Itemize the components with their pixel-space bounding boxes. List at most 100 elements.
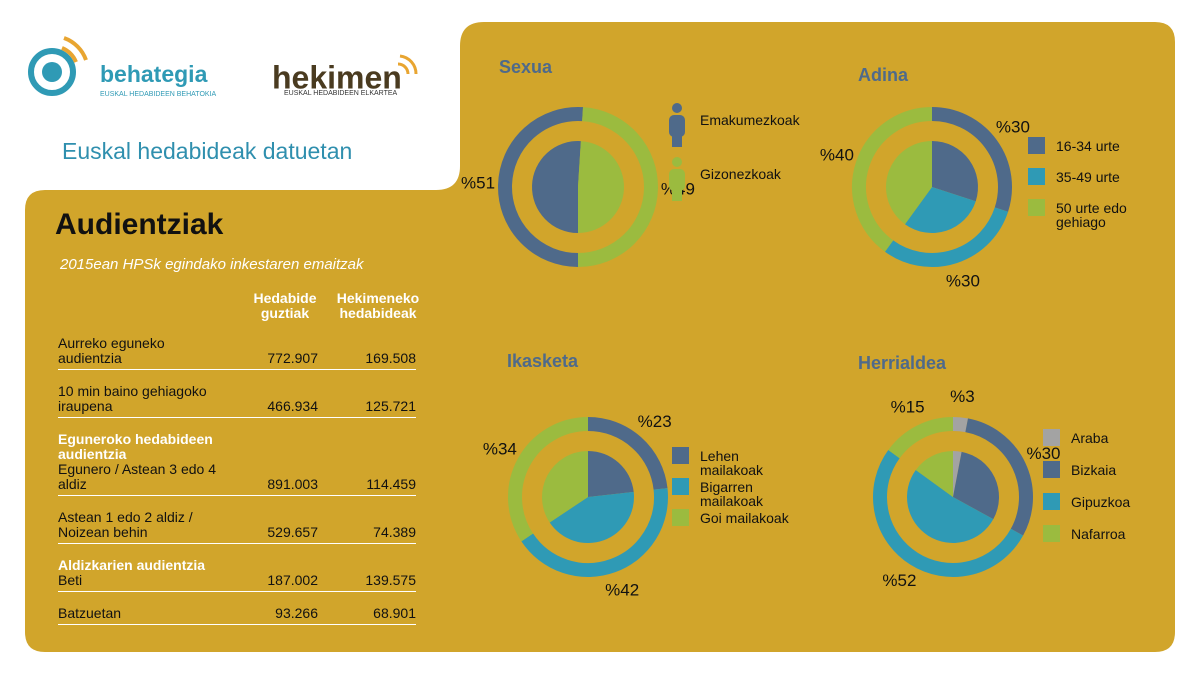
table-row: 10 min baino gehiagoko iraupena 466.934 12… (58, 380, 416, 418)
cell-value: 125.721 (365, 398, 416, 414)
ring-arc (587, 417, 668, 490)
cell-value: 93.266 (275, 605, 318, 621)
ring-arc (498, 107, 584, 267)
value-label: %15 (891, 397, 925, 416)
pie-slice (549, 491, 634, 544)
cell-value: 187.002 (267, 572, 318, 588)
value-label: %3 (950, 387, 975, 406)
chart-title: Sexua (499, 57, 553, 77)
value-label: %30 (1026, 444, 1060, 463)
table: Aurreko eguneko audientzia 772.907 169.508… (58, 332, 416, 635)
table-row: Astean 1 edo 2 aldiz / Noizean behin 529.… (58, 506, 416, 544)
cell-value: 74.389 (373, 524, 416, 540)
value-label: %51 (461, 173, 495, 192)
legend-label: Bizkaia (1071, 462, 1117, 478)
legend-icon (669, 157, 685, 201)
logo-waves (397, 54, 418, 75)
pie-slice (915, 451, 953, 497)
legend-swatch (1043, 429, 1060, 446)
legend-entry: Gipuzkoa (1043, 493, 1163, 510)
ring-arc (852, 107, 933, 252)
legend-label: Bigarren mailakoak (700, 479, 764, 509)
value-label: %42 (605, 580, 639, 599)
legend-entry: Bizkaia (1043, 461, 1163, 478)
icon-body (669, 115, 685, 137)
legend-label: Emakumezkoak (700, 112, 800, 128)
row-cell: 10 min baino gehiagoko iraupena (58, 384, 228, 414)
pie-slice (906, 469, 994, 544)
ring-arc (965, 418, 1033, 536)
chart-title: Ikasketa (507, 351, 579, 371)
legend-label: Gipuzkoa (1071, 494, 1131, 510)
row-group: Aldizkarien audientzia (58, 557, 206, 573)
value-label: %30 (946, 272, 980, 291)
logo-tagline: EUSKAL HEDABIDEEN ELKARTEA (284, 90, 398, 97)
cell-value: 169.508 (365, 350, 416, 366)
pie-slice (904, 187, 976, 234)
legend-swatch (1028, 199, 1045, 216)
row-label: Aurreko eguneko audientzia (58, 335, 165, 366)
legend-swatch (1028, 168, 1045, 185)
column-header: Hedabide guztiak (253, 290, 317, 321)
behategia-icon (28, 36, 88, 96)
legend-entry: Gizonezkoak (700, 167, 870, 181)
legend-label: 16-34 urte (1056, 138, 1120, 154)
ring-arc (521, 488, 668, 577)
pie-slice (578, 141, 624, 233)
legend-entry: Nafarroa (1043, 525, 1163, 542)
pie-slice (885, 141, 932, 225)
legend-entry: 16-34 urte (1028, 137, 1148, 154)
icon-legs (672, 135, 682, 147)
cell-value: 772.907 (267, 350, 318, 366)
ring-arc (888, 417, 954, 459)
chart-title: Adina (858, 65, 909, 85)
value-label: %34 (483, 439, 517, 458)
value-label: %40 (820, 146, 854, 165)
ring-arc (577, 107, 658, 267)
cell-value: 891.003 (267, 476, 318, 492)
icon-head (672, 157, 682, 167)
row-cell: Astean 1 edo 2 aldiz / Noizean behin (58, 510, 228, 540)
pie-slice (542, 451, 588, 523)
column-header: Hekimeneko hedabideak (336, 290, 420, 321)
page-title: Euskal hedabideak datuetan (62, 138, 352, 164)
legend-swatch (1043, 525, 1060, 542)
logo-name: behategia (100, 61, 208, 87)
pie-slice (531, 140, 581, 233)
legend-entry: Araba (1043, 429, 1163, 446)
table-row: Aurreko eguneko audientzia 772.907 169.508 (58, 332, 416, 370)
legend-swatch (672, 509, 689, 526)
pie-slice (588, 451, 634, 497)
logo-tagline: EUSKAL HEDABIDEEN BEHATOKIA (100, 91, 217, 98)
row-label: Astean 1 edo 2 aldiz / Noizean behin (58, 509, 193, 540)
legend-entry: 50 urte edo gehiago (1028, 199, 1148, 229)
table-row: Batzuetan 93.266 68.901 (58, 602, 416, 625)
legend-swatch (1043, 461, 1060, 478)
legend-label: Araba (1071, 430, 1109, 446)
legend-label: Gizonezkoak (700, 166, 781, 182)
row-cell: Aurreko eguneko audientzia (58, 336, 228, 366)
cell-value: 466.934 (267, 398, 318, 414)
value-label: %30 (996, 118, 1030, 137)
logo-name: hekimen (272, 59, 402, 95)
ring-arc (931, 107, 1012, 212)
legend-label: 50 urte edo gehiago (1056, 200, 1127, 230)
row-label: Batzuetan (58, 605, 122, 621)
chart-title: Herrialdea (858, 353, 947, 373)
icon-head (672, 103, 682, 113)
legend-swatch (672, 478, 689, 495)
pie-slice (953, 451, 1000, 520)
legend-swatch (1028, 137, 1045, 154)
ring-arc (508, 417, 589, 542)
icon-legs (672, 189, 682, 201)
legend-entry: Emakumezkoak (700, 113, 870, 127)
section-subtitle: 2015ean HPSk egindako inkestaren emaitza… (59, 256, 365, 273)
legend-label: 35-49 urte (1056, 169, 1120, 185)
legend-swatch (672, 447, 689, 464)
row-cell: Eguneroko hedabideen audientzia Egunero /… (58, 432, 228, 492)
legend-entry: Lehen mailakoak (672, 447, 792, 477)
legend-entry: 35-49 urte (1028, 168, 1148, 185)
legend-label: Goi mailakoak (700, 510, 789, 526)
pie-slice (932, 141, 978, 202)
